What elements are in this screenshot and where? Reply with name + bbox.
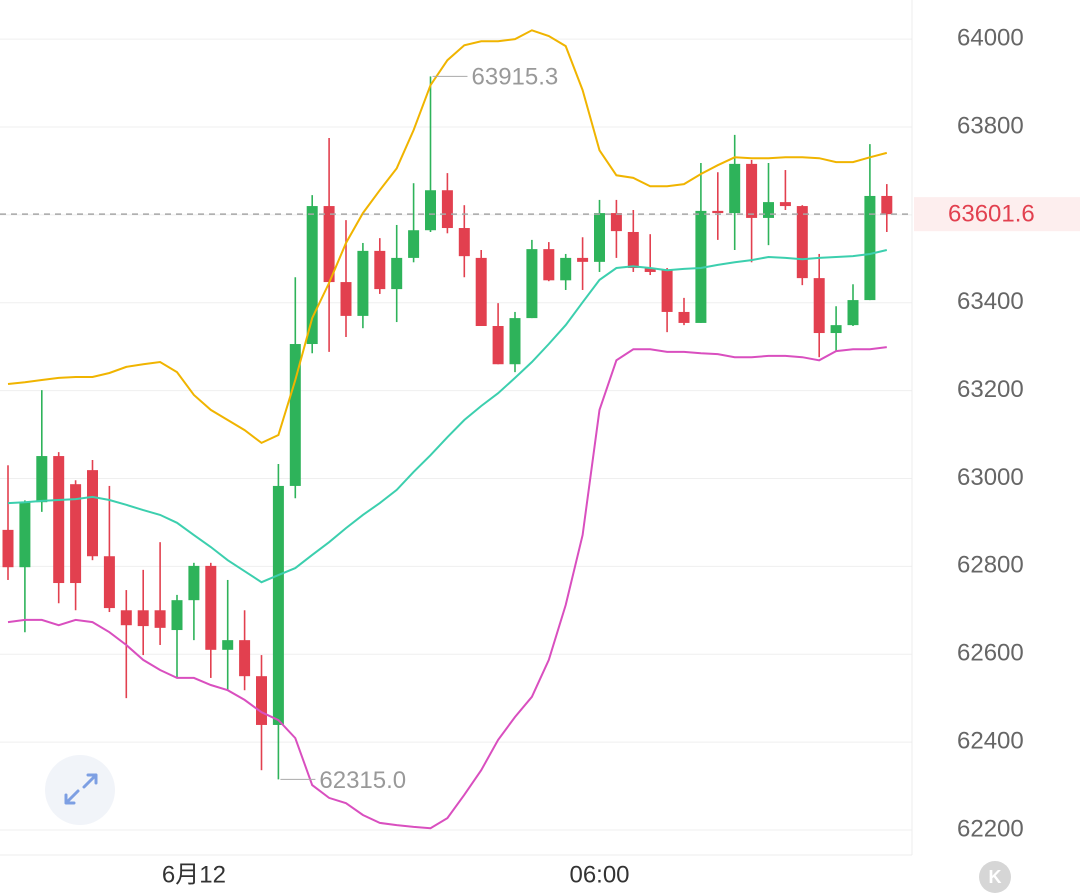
candle-body [425, 190, 436, 231]
y-tick-label: 63000 [957, 464, 1024, 491]
candle-body [323, 206, 335, 283]
band-line [7, 29, 888, 445]
candle-body [746, 163, 758, 218]
candle-body [340, 282, 352, 316]
candle-body [661, 270, 673, 312]
expand-button[interactable] [45, 755, 115, 825]
candle-body [813, 278, 825, 334]
min-label: 62315.0 [319, 767, 406, 794]
y-tick-label: 63800 [957, 112, 1024, 139]
candle-body [492, 326, 504, 365]
x-tick-label: 06:00 [569, 861, 629, 888]
y-tick-label: 62800 [957, 552, 1024, 579]
y-tick-label: 63200 [957, 376, 1024, 403]
candle-body [610, 213, 622, 232]
candle-body [644, 268, 656, 272]
candle-body [779, 202, 791, 207]
expand-icon [64, 773, 98, 805]
candle-body [53, 456, 65, 584]
candle-body [543, 249, 555, 281]
candle-body [695, 210, 707, 323]
current-price-bg [914, 197, 1080, 232]
candle-body [289, 344, 301, 486]
max-label: 63915.3 [472, 64, 559, 91]
candle-body [441, 190, 453, 229]
candle-body [357, 250, 369, 316]
candle-body [830, 325, 842, 334]
candle-body [627, 231, 639, 269]
candle-body [2, 529, 14, 568]
candle-body [560, 257, 572, 281]
candle-body [222, 640, 234, 650]
candle-body [306, 206, 318, 345]
candle-body [408, 230, 420, 258]
candle-body [712, 210, 724, 214]
candle-body [87, 470, 98, 557]
candle-body [36, 456, 48, 503]
candle-body [137, 610, 149, 627]
candle-body [19, 502, 31, 568]
candle-body [678, 311, 690, 323]
grid [0, 38, 912, 831]
candle-body [120, 610, 132, 626]
candle-body [796, 206, 808, 279]
candle-body [763, 202, 774, 218]
candle-body [458, 228, 470, 257]
y-tick-label: 62200 [957, 815, 1024, 842]
band-line [7, 346, 887, 830]
x-tick-label: 6月12 [162, 861, 226, 888]
candle-body [256, 676, 267, 725]
candle-body [594, 213, 605, 262]
y-tick-label: 62400 [957, 727, 1024, 754]
candle-body [847, 300, 859, 326]
badge-bg [979, 861, 1011, 893]
expand-bg [45, 755, 115, 825]
candle-body [881, 195, 893, 215]
candle-body [391, 257, 403, 290]
candle-body [272, 485, 284, 725]
candle-body [526, 249, 538, 319]
y-tick-label: 62600 [957, 640, 1024, 667]
badge: K [989, 867, 1002, 887]
candle-body [374, 250, 386, 290]
candle-body [239, 640, 251, 677]
candle-body [205, 565, 217, 650]
candle-body [154, 610, 166, 628]
candle-body [188, 565, 200, 601]
y-tick-label: 64000 [957, 24, 1024, 51]
candle-body [171, 600, 183, 631]
candle-body [103, 556, 115, 609]
candle-body [577, 257, 589, 262]
candle-body [475, 257, 487, 327]
candle-body [70, 484, 82, 584]
candle-body [729, 163, 741, 214]
y-tick-label: 63400 [957, 288, 1024, 315]
current-price-label: 63601.6 [948, 200, 1035, 227]
candle-body [864, 195, 876, 301]
candle-body [509, 318, 521, 365]
band-line [7, 249, 888, 584]
